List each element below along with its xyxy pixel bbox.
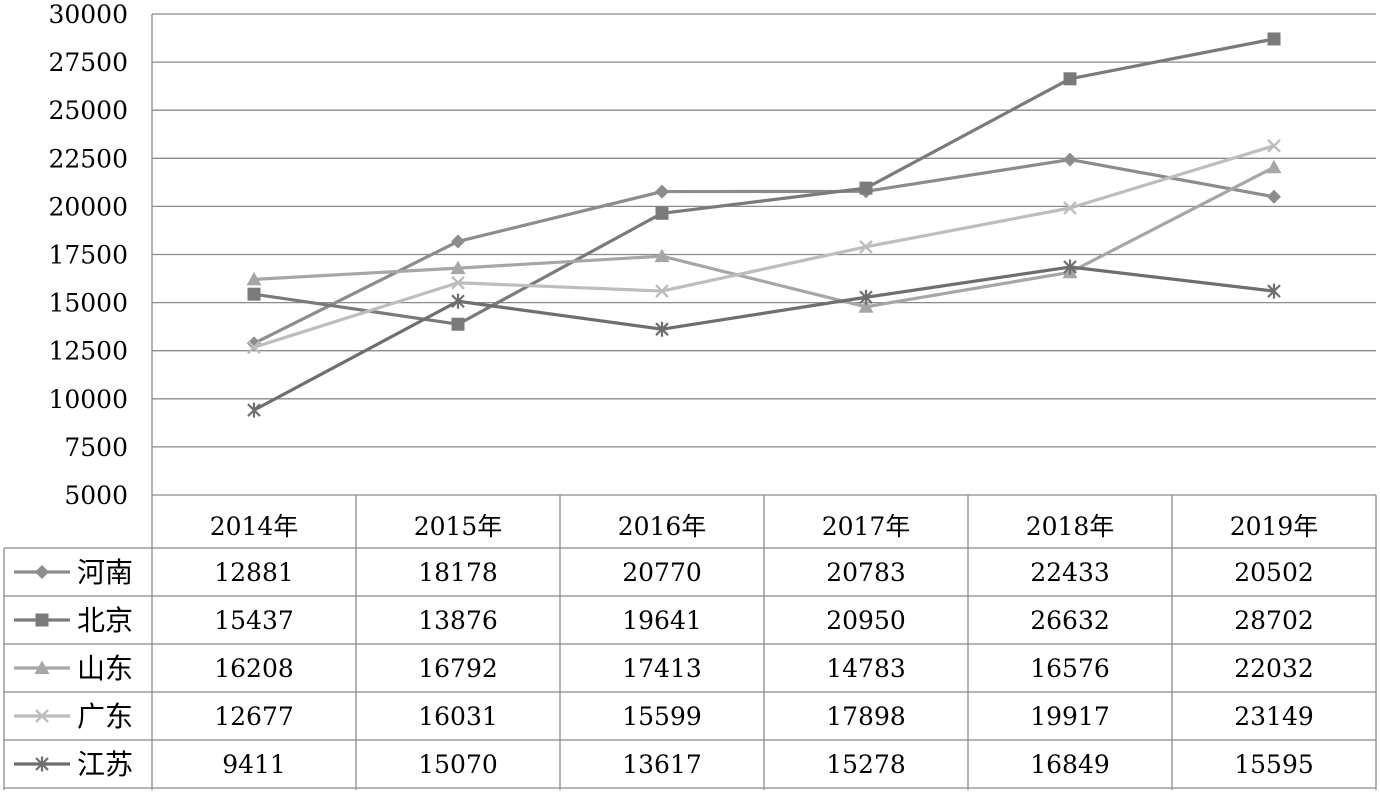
table-value-cell: 15070 <box>418 750 498 779</box>
series-3-point <box>246 271 262 286</box>
series-1-point <box>1063 152 1077 167</box>
y-tick-label: 22500 <box>48 144 128 173</box>
series-1-point <box>655 184 669 199</box>
y-tick-label: 7500 <box>64 433 128 462</box>
x-category-label: 2017年 <box>822 512 911 541</box>
series-3-line <box>253 165 1275 309</box>
table-value-cell: 15278 <box>826 750 906 779</box>
series-1-point <box>451 234 465 249</box>
series-4-point <box>1267 138 1281 153</box>
series-4-point <box>655 284 669 298</box>
table-value-cell: 14783 <box>826 654 906 683</box>
legend-marker-icon <box>35 709 49 723</box>
y-axis-ticks: 5000 7500 10000 12500 15000 17500 20000 22500 25… <box>48 0 128 510</box>
series-5-point <box>451 293 465 309</box>
table-value-cell: 18178 <box>418 558 498 587</box>
table-value-cell: 15595 <box>1234 750 1314 779</box>
table-value-cell: 19641 <box>622 606 702 635</box>
legend-series-name: 北京 <box>77 604 133 637</box>
table-value-cell: 12677 <box>214 702 294 731</box>
series-5-point <box>1267 283 1281 299</box>
legend-marker-icon <box>35 613 49 627</box>
table-value-cell: 17413 <box>622 654 702 683</box>
table-value-cell: 16849 <box>1030 750 1110 779</box>
series-2-point <box>655 206 669 220</box>
table-value-cell: 16576 <box>1030 654 1110 683</box>
table-value-cell: 20770 <box>622 558 702 587</box>
x-category-label: 2015年 <box>414 512 503 541</box>
series-2-point <box>1063 72 1077 86</box>
table-value-cell: 20783 <box>826 558 906 587</box>
table-value-cell: 9411 <box>222 750 286 779</box>
table-value-cell: 28702 <box>1234 606 1314 635</box>
legend-marker-icon <box>35 756 49 772</box>
table-value-cell: 13876 <box>418 606 498 635</box>
series-5-point <box>859 289 873 305</box>
table-value-cell: 13617 <box>622 750 702 779</box>
y-tick-label: 25000 <box>48 96 128 125</box>
table-value-cell: 17898 <box>826 702 906 731</box>
table-value-cell: 15437 <box>214 606 294 635</box>
series-3-point <box>1266 159 1282 174</box>
gridlines <box>151 13 1376 496</box>
series-2-point <box>451 317 465 331</box>
legend-marker-icon <box>35 565 49 579</box>
series-4-point <box>247 340 261 355</box>
x-category-label: 2019年 <box>1230 512 1319 541</box>
table-value-cell: 16208 <box>214 654 294 683</box>
legend-series-name: 河南 <box>77 556 133 589</box>
table-value-cell: 22433 <box>1030 558 1110 587</box>
legend-series-name: 广东 <box>77 700 133 733</box>
series-lines <box>246 32 1282 418</box>
table-value-cell: 15599 <box>622 702 702 731</box>
table-value-cell: 12881 <box>214 558 294 587</box>
y-tick-label: 17500 <box>48 241 128 270</box>
legend-series-name: 江苏 <box>77 748 133 781</box>
legend-marker-icon <box>34 660 50 674</box>
series-1-point <box>1267 189 1281 204</box>
y-tick-label: 30000 <box>48 0 128 29</box>
x-category-label: 2016年 <box>618 512 707 541</box>
y-tick-label: 12500 <box>48 337 128 366</box>
table-value-cell: 16031 <box>418 702 498 731</box>
series-2-point <box>1267 32 1281 46</box>
series-2-point <box>247 287 261 301</box>
series-3-point <box>450 260 466 275</box>
table-value-cell: 26632 <box>1030 606 1110 635</box>
table-value-cell: 19917 <box>1030 702 1110 731</box>
series-5-point <box>1063 259 1077 275</box>
series-4-point <box>1063 201 1077 215</box>
series-2-point <box>859 181 873 195</box>
table-value-cell: 23149 <box>1234 702 1314 731</box>
series-4-point <box>451 275 465 290</box>
y-tick-label: 10000 <box>48 385 128 414</box>
series-3-point <box>654 248 670 263</box>
y-tick-label: 27500 <box>48 48 128 77</box>
legend-series-name: 山东 <box>77 652 133 685</box>
series-1-line <box>253 157 1275 345</box>
y-tick-label: 5000 <box>64 481 128 510</box>
series-5-point <box>655 321 669 337</box>
table-value-cell: 16792 <box>418 654 498 683</box>
y-tick-label: 20000 <box>48 192 128 221</box>
x-category-label: 2014年 <box>210 512 299 541</box>
series-4-line <box>253 144 1275 349</box>
table-value-cell: 22032 <box>1234 654 1314 683</box>
x-category-label: 2018年 <box>1026 512 1115 541</box>
series-3-point <box>858 299 874 313</box>
table-value-cell: 20502 <box>1234 558 1314 587</box>
series-4-point <box>859 239 873 254</box>
series-5-point <box>247 402 261 418</box>
series-5-line <box>253 265 1275 412</box>
table-value-cell: 20950 <box>826 606 906 635</box>
y-tick-label: 15000 <box>48 289 128 318</box>
